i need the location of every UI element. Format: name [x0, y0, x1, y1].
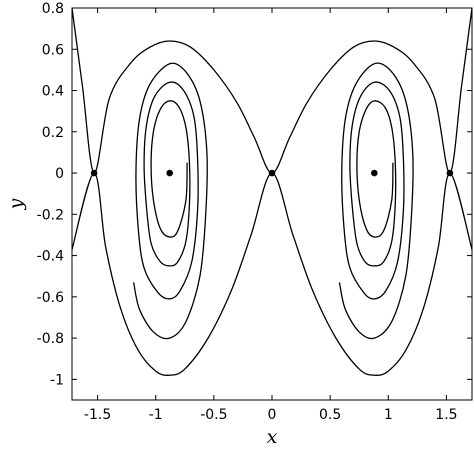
equilibrium-point — [446, 169, 454, 177]
equilibrium-point — [371, 169, 378, 177]
y-tick-label: -1 — [50, 372, 64, 388]
y-tick-label: -0.6 — [37, 290, 64, 306]
y-tick-label: 0.2 — [42, 125, 64, 141]
y-tick-label: -0.2 — [37, 207, 64, 223]
axis-ticks: -1.5 -1 -0.5 0 0.5 1 1.5 -1 -0.8 -0.6 -0.4 -0.2 0 0.2… — [37, 1, 472, 423]
x-tick-label: 1 — [384, 407, 393, 423]
y-tick-label: 0.8 — [42, 1, 64, 17]
x-tick-label: -1 — [149, 407, 163, 423]
x-tick-label: 0 — [268, 407, 277, 423]
x-tick-label: -0.5 — [200, 407, 227, 423]
x-axis-title: x — [267, 426, 278, 448]
y-tick-label: 0.6 — [42, 42, 64, 58]
equilibrium-point — [90, 169, 98, 177]
x-tick-label: 0.5 — [319, 407, 341, 423]
equilibrium-point — [166, 169, 173, 177]
trajectory-spiral-right — [338, 62, 414, 340]
trajectories — [72, 8, 472, 376]
y-axis-title: y — [5, 198, 27, 210]
x-tick-label: -1.5 — [84, 407, 111, 423]
equilibrium-point — [268, 169, 276, 177]
x-tick-label: 1.5 — [435, 407, 457, 423]
y-tick-label: -0.8 — [37, 331, 64, 347]
equilibrium-points — [90, 169, 454, 177]
plot-frame — [71, 7, 473, 401]
trajectory-spiral-left — [132, 62, 208, 340]
y-tick-label: -0.4 — [37, 249, 64, 265]
y-tick-label: 0 — [55, 166, 64, 182]
y-tick-label: 0.4 — [42, 84, 64, 100]
